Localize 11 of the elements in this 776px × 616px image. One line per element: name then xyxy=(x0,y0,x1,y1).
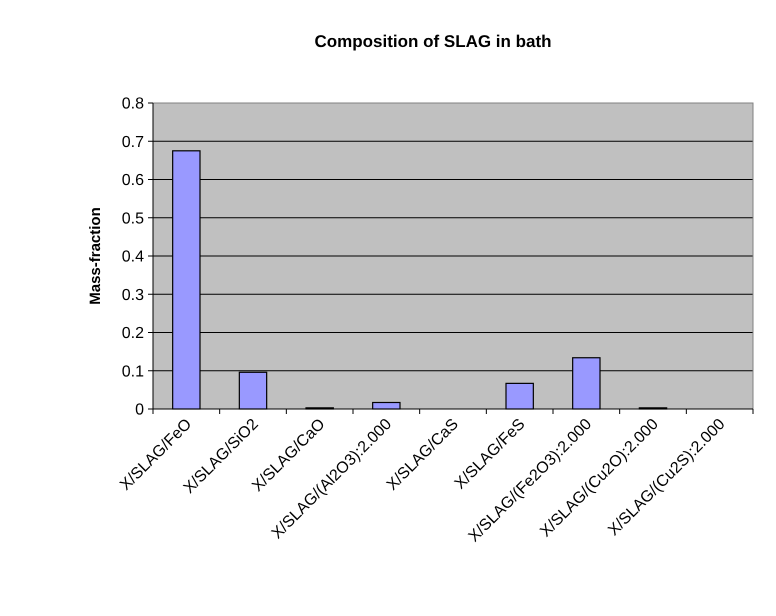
y-tick-label: 0.7 xyxy=(122,134,144,151)
y-tick-label: 0.1 xyxy=(122,363,144,380)
y-tick-label: 0.3 xyxy=(122,286,144,304)
y-axis-title: Mass-fraction xyxy=(87,207,104,305)
y-tick-label: 0.6 xyxy=(122,172,144,190)
y-tick-label: 0.4 xyxy=(122,248,144,266)
y-tick-label: 0.5 xyxy=(122,210,144,228)
y-tick-label: 0.2 xyxy=(122,325,144,342)
chart-title: Composition of SLAG in bath xyxy=(314,32,552,51)
y-tick-label: 0 xyxy=(135,402,144,419)
y-tick-label: 0.8 xyxy=(122,96,144,113)
